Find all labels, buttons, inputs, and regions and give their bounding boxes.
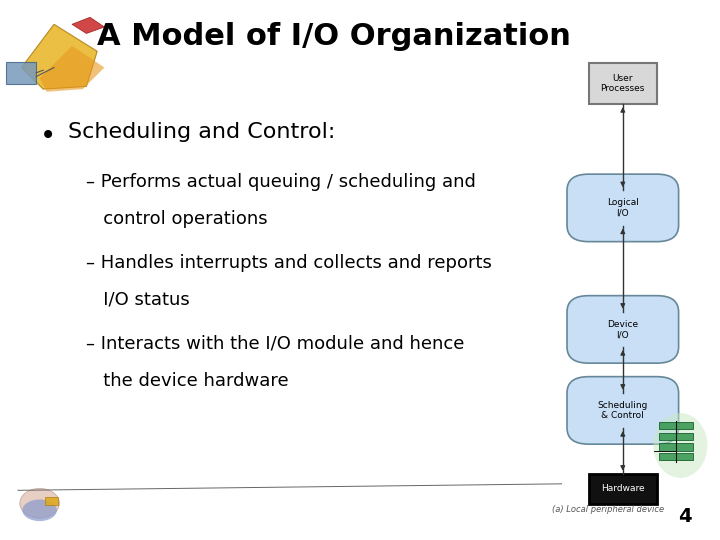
FancyBboxPatch shape xyxy=(567,377,679,444)
Text: I/O status: I/O status xyxy=(86,291,190,308)
FancyBboxPatch shape xyxy=(659,433,693,440)
FancyBboxPatch shape xyxy=(45,497,58,505)
Polygon shape xyxy=(40,46,104,92)
Text: User
Processes: User Processes xyxy=(600,74,645,93)
Polygon shape xyxy=(72,17,104,33)
FancyBboxPatch shape xyxy=(589,474,657,503)
Text: Device
I/O: Device I/O xyxy=(607,320,639,339)
Text: – Handles interrupts and collects and reports: – Handles interrupts and collects and re… xyxy=(86,254,492,272)
FancyBboxPatch shape xyxy=(659,422,693,429)
Polygon shape xyxy=(22,24,97,89)
FancyBboxPatch shape xyxy=(659,453,693,460)
Ellipse shape xyxy=(654,413,707,478)
Text: 4: 4 xyxy=(678,508,691,526)
Text: the device hardware: the device hardware xyxy=(86,372,289,389)
Text: control operations: control operations xyxy=(86,210,268,227)
Text: Scheduling and Control:: Scheduling and Control: xyxy=(68,122,336,141)
FancyBboxPatch shape xyxy=(659,443,693,451)
FancyBboxPatch shape xyxy=(6,62,36,84)
Text: Logical
I/O: Logical I/O xyxy=(607,198,639,218)
Ellipse shape xyxy=(19,488,60,518)
Ellipse shape xyxy=(22,500,57,521)
Text: A Model of I/O Organization: A Model of I/O Organization xyxy=(97,22,571,51)
Text: Scheduling
& Control: Scheduling & Control xyxy=(598,401,648,420)
FancyBboxPatch shape xyxy=(567,296,679,363)
Text: Hardware: Hardware xyxy=(601,484,644,493)
FancyBboxPatch shape xyxy=(567,174,679,241)
Text: (a) Local peripheral device: (a) Local peripheral device xyxy=(552,505,665,514)
FancyBboxPatch shape xyxy=(589,64,657,104)
Text: – Interacts with the I/O module and hence: – Interacts with the I/O module and henc… xyxy=(86,335,465,353)
Text: •: • xyxy=(40,122,56,150)
Text: – Performs actual queuing / scheduling and: – Performs actual queuing / scheduling a… xyxy=(86,173,476,191)
